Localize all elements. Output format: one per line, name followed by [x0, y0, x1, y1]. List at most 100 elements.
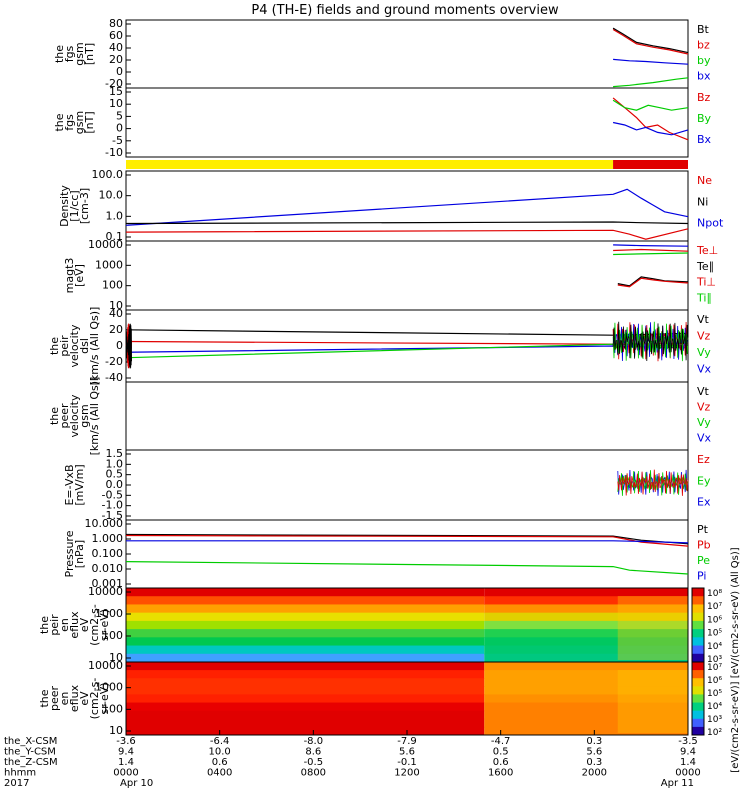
series-line: [126, 540, 689, 544]
spectro-band-left-7: [126, 645, 485, 655]
legend-entry: Pt: [697, 523, 709, 536]
legend-entry: Vz: [697, 330, 711, 343]
y-axis-label: fgs: [63, 114, 76, 131]
legend-entry: bz: [697, 39, 710, 52]
y-axis-label: Pressure: [63, 530, 76, 577]
panel-frame: [125, 449, 689, 521]
legend-entry: Bx: [697, 133, 712, 146]
x-tick-label: 0000: [675, 768, 700, 779]
legend-entry: bx: [697, 70, 711, 83]
series-line: [612, 99, 689, 111]
legend-entry: Vy: [697, 346, 711, 359]
series-line: [125, 221, 689, 225]
series-line: [617, 277, 689, 288]
colorbar-tick: 10⁷: [707, 602, 722, 612]
y-axis-label: [nT]: [83, 111, 96, 133]
y-tick-label: -5: [112, 134, 123, 147]
y-axis-label: sr-eV): [98, 609, 111, 641]
y-tick-label: -20: [105, 355, 123, 368]
y-axis-label: peer: [48, 686, 61, 712]
spectro-activity: [617, 596, 688, 660]
y-axis-label: en: [58, 618, 71, 632]
x-tick-label: 10.0: [209, 747, 231, 758]
colorbar-swatch: [692, 662, 704, 671]
mode-segment-1: [613, 160, 688, 169]
y-axis-label: the: [53, 113, 66, 131]
legend-entry: Te⊥: [696, 244, 718, 257]
colorbar-swatch: [692, 686, 704, 695]
y-tick-label: 0.100: [92, 547, 124, 560]
x-tick-label: Apr 11: [661, 778, 694, 789]
y-axis-label: peer: [58, 403, 71, 429]
legend-entry: Ex: [697, 496, 711, 509]
y-tick-label: 0: [116, 122, 123, 135]
y-axis-label: [cm-3]: [78, 188, 91, 224]
y-tick-label: 1.000: [92, 532, 124, 545]
noisy-series-start: [125, 323, 132, 369]
panel-frame: [125, 519, 689, 589]
y-tick-label: 60: [109, 29, 123, 42]
legend-entry: Te∥: [696, 260, 714, 273]
x-tick-label: 5.6: [399, 747, 415, 758]
colorbar-swatch: [692, 629, 704, 638]
y-tick-label: 80: [109, 17, 123, 30]
colorbar-swatch: [692, 612, 704, 622]
y-tick-label: 40: [109, 307, 123, 320]
y-axis-label: sr-eV): [98, 682, 111, 714]
spectro-band-right-0: [484, 662, 688, 671]
legend-entry: Ti∥: [696, 291, 712, 304]
spectro-band-right-2: [484, 678, 688, 687]
colorbar-swatch: [692, 694, 704, 704]
spectro-band-left-1: [126, 670, 485, 679]
colorbar-electron_spectrogram: 10⁷ 10⁶ 10⁵ 10⁴ 10³ 10²: [691, 661, 722, 738]
y-axis-label: (cm2-s-: [88, 604, 101, 646]
colorbar-tick: 10⁴: [707, 642, 722, 652]
colorbar-swatch: [692, 710, 704, 720]
y-axis-label: eflux: [68, 684, 81, 712]
y-tick-label: 20: [109, 323, 123, 336]
panel-frame: [125, 87, 689, 158]
series-line: [613, 244, 689, 247]
spectro-band-left-4: [126, 694, 485, 704]
y-axis-label: fgs: [63, 45, 76, 62]
y-axis-label: [km/s (All Qs)]: [88, 377, 101, 456]
y-tick-label: 1.5: [106, 447, 124, 460]
series-line: [617, 276, 689, 287]
y-tick-label: 40: [109, 41, 123, 54]
y-axis-label: E=-VxB: [63, 464, 76, 505]
spectro-band-right-6: [484, 710, 688, 720]
series-line: [125, 340, 689, 345]
y-axis-label: velocity: [68, 394, 81, 437]
y-tick-label: 0.001: [92, 577, 124, 590]
series-line: [612, 121, 689, 136]
y-tick-label: 0.010: [92, 562, 124, 575]
legend-entry: Pb: [697, 539, 711, 552]
y-axis-label: velocity: [68, 324, 81, 367]
spectro-band-left-8: [126, 726, 485, 736]
x-tick-label: 0400: [207, 768, 232, 779]
spectro-band-left-4: [126, 620, 485, 630]
y-tick-label: 0: [116, 65, 123, 78]
spectro-band-left-0: [126, 588, 485, 597]
y-axis-label: eV: [78, 617, 91, 632]
y-axis-label: [km/s (All Qs)]: [88, 307, 101, 386]
series-line: [613, 58, 689, 65]
series-line: [613, 248, 689, 252]
series-line: [125, 534, 689, 547]
spectro-band-left-8: [126, 653, 485, 663]
x-tick-label: -3.6: [116, 736, 136, 747]
y-tick-label: 0.0: [106, 478, 124, 491]
y-axis-label: Density: [58, 185, 71, 227]
colorbar-tick: 10³: [707, 655, 722, 665]
spectro-band-right-8: [484, 726, 688, 736]
panel-density: 100.0 10.0 1.0 0.1 Density[1/cc][cm-3] Ne Ni Np…: [58, 168, 724, 243]
spectro-band-left-7: [126, 718, 485, 728]
spectro-band-right-4: [484, 620, 688, 630]
y-axis-label: eV: [78, 691, 91, 706]
series-line: [125, 345, 689, 353]
spectro-band-left-6: [126, 710, 485, 720]
colorbar-swatch: [692, 596, 704, 605]
mode-segment-0: [126, 160, 614, 169]
colorbar-tick: 10⁷: [707, 663, 722, 673]
legend-entry: Bz: [697, 91, 711, 104]
